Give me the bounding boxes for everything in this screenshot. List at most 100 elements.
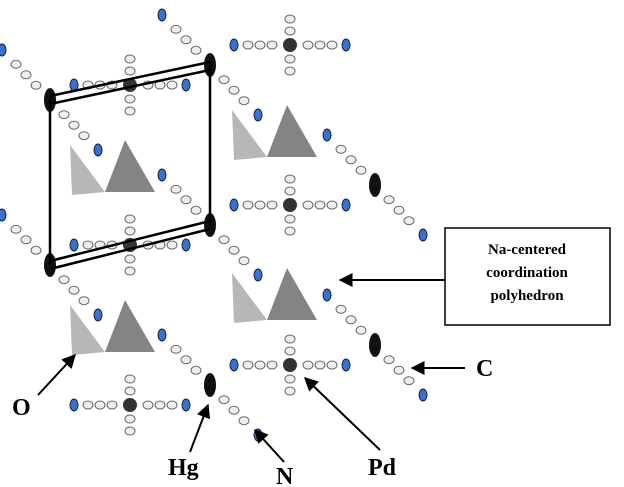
polyhedron-face — [105, 140, 155, 192]
c-atom — [267, 41, 277, 49]
c-atom — [285, 347, 295, 355]
n-atom — [254, 269, 262, 281]
c-atom — [327, 201, 337, 209]
c-atom — [255, 361, 265, 369]
c-atom — [69, 121, 79, 129]
hg-atom — [369, 173, 381, 197]
c-atom — [125, 107, 135, 115]
c-atom — [125, 387, 135, 395]
c-atom — [255, 201, 265, 209]
polyhedron-face — [232, 273, 267, 323]
n-atom — [158, 9, 166, 21]
hg-atom — [369, 333, 381, 357]
atom-label: C — [476, 356, 493, 382]
c-atom — [243, 361, 253, 369]
n-atom — [70, 399, 78, 411]
n-atom — [230, 39, 238, 51]
c-atom — [191, 206, 201, 214]
c-atom — [285, 55, 295, 63]
c-atom — [267, 201, 277, 209]
arrow — [255, 430, 284, 462]
n-atom — [94, 309, 102, 321]
n-atom — [323, 289, 331, 301]
atom-label: Hg — [168, 455, 199, 481]
c-atom — [167, 241, 177, 249]
n-atom — [158, 169, 166, 181]
c-atom — [181, 36, 191, 44]
c-atom — [239, 417, 249, 425]
c-atom — [404, 217, 414, 225]
n-atom — [342, 359, 350, 371]
callout-text: coordination — [486, 265, 568, 281]
c-atom — [285, 335, 295, 343]
n-atom — [182, 399, 190, 411]
c-atom — [285, 215, 295, 223]
c-atom — [327, 41, 337, 49]
n-atom — [230, 359, 238, 371]
c-atom — [167, 81, 177, 89]
c-atom — [125, 215, 135, 223]
n-atom — [182, 79, 190, 91]
c-atom — [59, 111, 69, 119]
c-atom — [285, 227, 295, 235]
c-atom — [394, 366, 404, 374]
c-atom — [125, 415, 135, 423]
c-atom — [143, 401, 153, 409]
c-atom — [21, 71, 31, 79]
c-atom — [285, 387, 295, 395]
c-atom — [219, 76, 229, 84]
c-atom — [303, 201, 313, 209]
arrow — [38, 355, 75, 395]
c-atom — [11, 60, 21, 68]
n-atom — [419, 229, 427, 241]
c-atom — [79, 132, 89, 140]
pd-atom — [283, 358, 297, 372]
c-atom — [239, 97, 249, 105]
c-atom — [11, 225, 21, 233]
labels: O Hg N Pd C — [12, 355, 493, 487]
c-atom — [285, 27, 295, 35]
n-atom — [419, 389, 427, 401]
c-atom — [83, 241, 93, 249]
c-atom — [267, 361, 277, 369]
c-atom — [394, 206, 404, 214]
c-atom — [336, 305, 346, 313]
c-atom — [255, 41, 265, 49]
pd-atom — [283, 198, 297, 212]
c-atom — [21, 236, 31, 244]
polyhedron-face — [105, 300, 155, 352]
c-atom — [404, 377, 414, 385]
polyhedron-face — [267, 268, 317, 320]
c-atom — [356, 326, 366, 334]
arrow — [305, 378, 380, 450]
c-atom — [171, 345, 181, 353]
c-atom — [229, 246, 239, 254]
c-atom — [384, 356, 394, 364]
c-atom — [107, 401, 117, 409]
c-atom — [125, 427, 135, 435]
c-atom — [285, 175, 295, 183]
n-atom — [342, 39, 350, 51]
c-atom — [191, 366, 201, 374]
c-atom — [239, 257, 249, 265]
n-atom — [230, 199, 238, 211]
c-atom — [171, 185, 181, 193]
c-atom — [285, 375, 295, 383]
n-atom — [70, 239, 78, 251]
c-atom — [95, 401, 105, 409]
c-atom — [181, 196, 191, 204]
c-atom — [31, 246, 41, 254]
c-atom — [285, 15, 295, 23]
n-atom — [0, 209, 6, 221]
c-atom — [243, 201, 253, 209]
c-atom — [125, 227, 135, 235]
n-atom — [254, 109, 262, 121]
pd-atom — [123, 398, 137, 412]
c-atom — [315, 361, 325, 369]
c-atom — [125, 255, 135, 263]
arrow — [190, 405, 208, 452]
c-atom — [315, 41, 325, 49]
callout: Na-centered coordination polyhedron — [340, 228, 610, 325]
c-atom — [243, 41, 253, 49]
n-atom — [158, 329, 166, 341]
